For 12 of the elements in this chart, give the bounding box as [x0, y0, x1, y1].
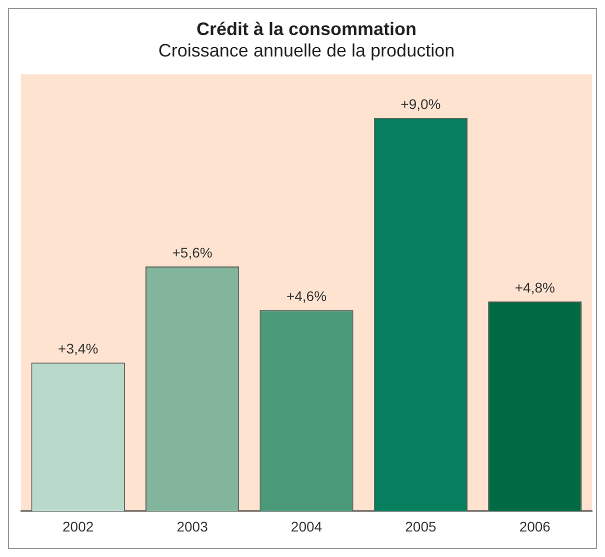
chart-subtitle: Croissance annuelle de la production	[158, 40, 455, 60]
x-tick-label: 2005	[405, 518, 436, 534]
x-tick-label: 2003	[176, 518, 208, 534]
chart-title: Crédit à la consommation	[196, 18, 417, 39]
x-tick-label: 2002	[62, 518, 94, 534]
data-label: +4,6%	[286, 288, 327, 304]
data-label: +3,4%	[58, 340, 98, 356]
x-tick-label: 2004	[290, 518, 322, 534]
data-label: +5,6%	[172, 244, 212, 260]
x-tick-label: 2006	[519, 518, 551, 534]
data-label: +4,8%	[514, 279, 555, 296]
data-label: +9,0%	[400, 96, 441, 112]
